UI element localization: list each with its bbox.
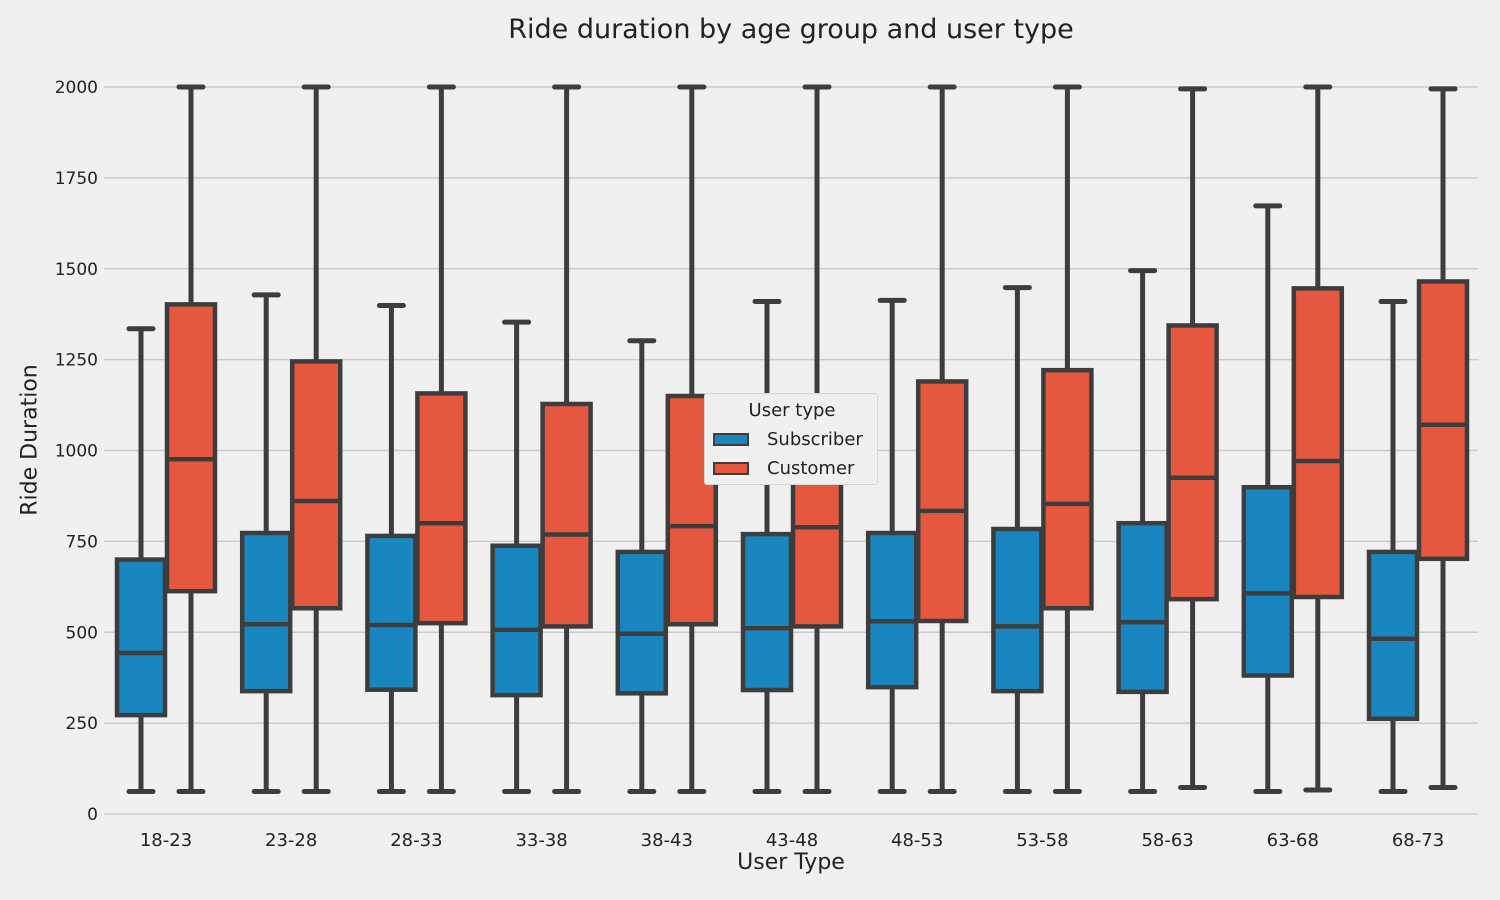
subscriber-box <box>114 557 168 718</box>
legend-item-subscriber: Subscriber <box>713 428 863 450</box>
y-tick-label: 500 <box>66 623 98 643</box>
x-tick-label: 23-28 <box>265 830 317 851</box>
customer-box <box>1041 367 1094 611</box>
y-tick-label: 0 <box>87 805 98 825</box>
subscriber-box <box>365 533 418 692</box>
x-tick-label: 58-63 <box>1141 830 1193 851</box>
y-tick-label: 1000 <box>55 442 98 462</box>
x-tick-label: 68-73 <box>1392 830 1444 851</box>
subscriber-box <box>991 526 1044 694</box>
legend-label-customer: Customer <box>767 457 855 479</box>
y-tick-label: 750 <box>66 532 98 552</box>
x-tick-label: 33-38 <box>515 830 567 851</box>
y-tick-label: 1250 <box>55 351 98 371</box>
x-tick-label: 63-68 <box>1267 830 1319 851</box>
y-axis-label: Ride Duration <box>17 364 43 516</box>
subscriber-box <box>865 530 919 690</box>
legend-item-customer: Customer <box>713 457 854 479</box>
subscriber-box <box>239 530 293 694</box>
customer-box <box>1291 286 1345 600</box>
subscriber-box <box>1241 484 1295 678</box>
y-tick-label: 250 <box>66 714 98 734</box>
customer-box <box>415 391 468 626</box>
x-tick-label: 18-23 <box>140 830 192 851</box>
x-tick-label: 43-48 <box>766 830 818 851</box>
customer-box <box>1166 323 1219 602</box>
customer-box <box>289 359 343 611</box>
y-tick-label: 1750 <box>55 169 98 189</box>
subscriber-box <box>615 549 669 696</box>
x-tick-label: 48-53 <box>891 830 943 851</box>
customer-box <box>540 401 593 629</box>
legend-label-subscriber: Subscriber <box>767 428 863 450</box>
subscriber-box <box>490 543 543 698</box>
x-axis-label: User Type <box>737 850 845 875</box>
customer-box <box>915 379 969 624</box>
x-tick-label: 53-58 <box>1016 830 1068 851</box>
legend: User type Subscriber Customer <box>704 393 878 485</box>
legend-swatch-subscriber <box>713 432 749 446</box>
x-tick-label: 38-43 <box>641 830 693 851</box>
y-tick-label: 1500 <box>55 260 98 280</box>
legend-title: User type <box>748 400 836 421</box>
customer-box <box>1416 279 1470 562</box>
subscriber-box <box>1366 549 1420 722</box>
legend-swatch-customer <box>713 461 749 475</box>
y-tick-label: 2000 <box>55 78 98 98</box>
chart-title: Ride duration by age group and user type <box>508 14 1074 45</box>
x-tick-label: 28-33 <box>390 830 442 851</box>
subscriber-box <box>740 531 794 693</box>
customer-box <box>164 302 218 594</box>
subscriber-box <box>1116 520 1169 695</box>
